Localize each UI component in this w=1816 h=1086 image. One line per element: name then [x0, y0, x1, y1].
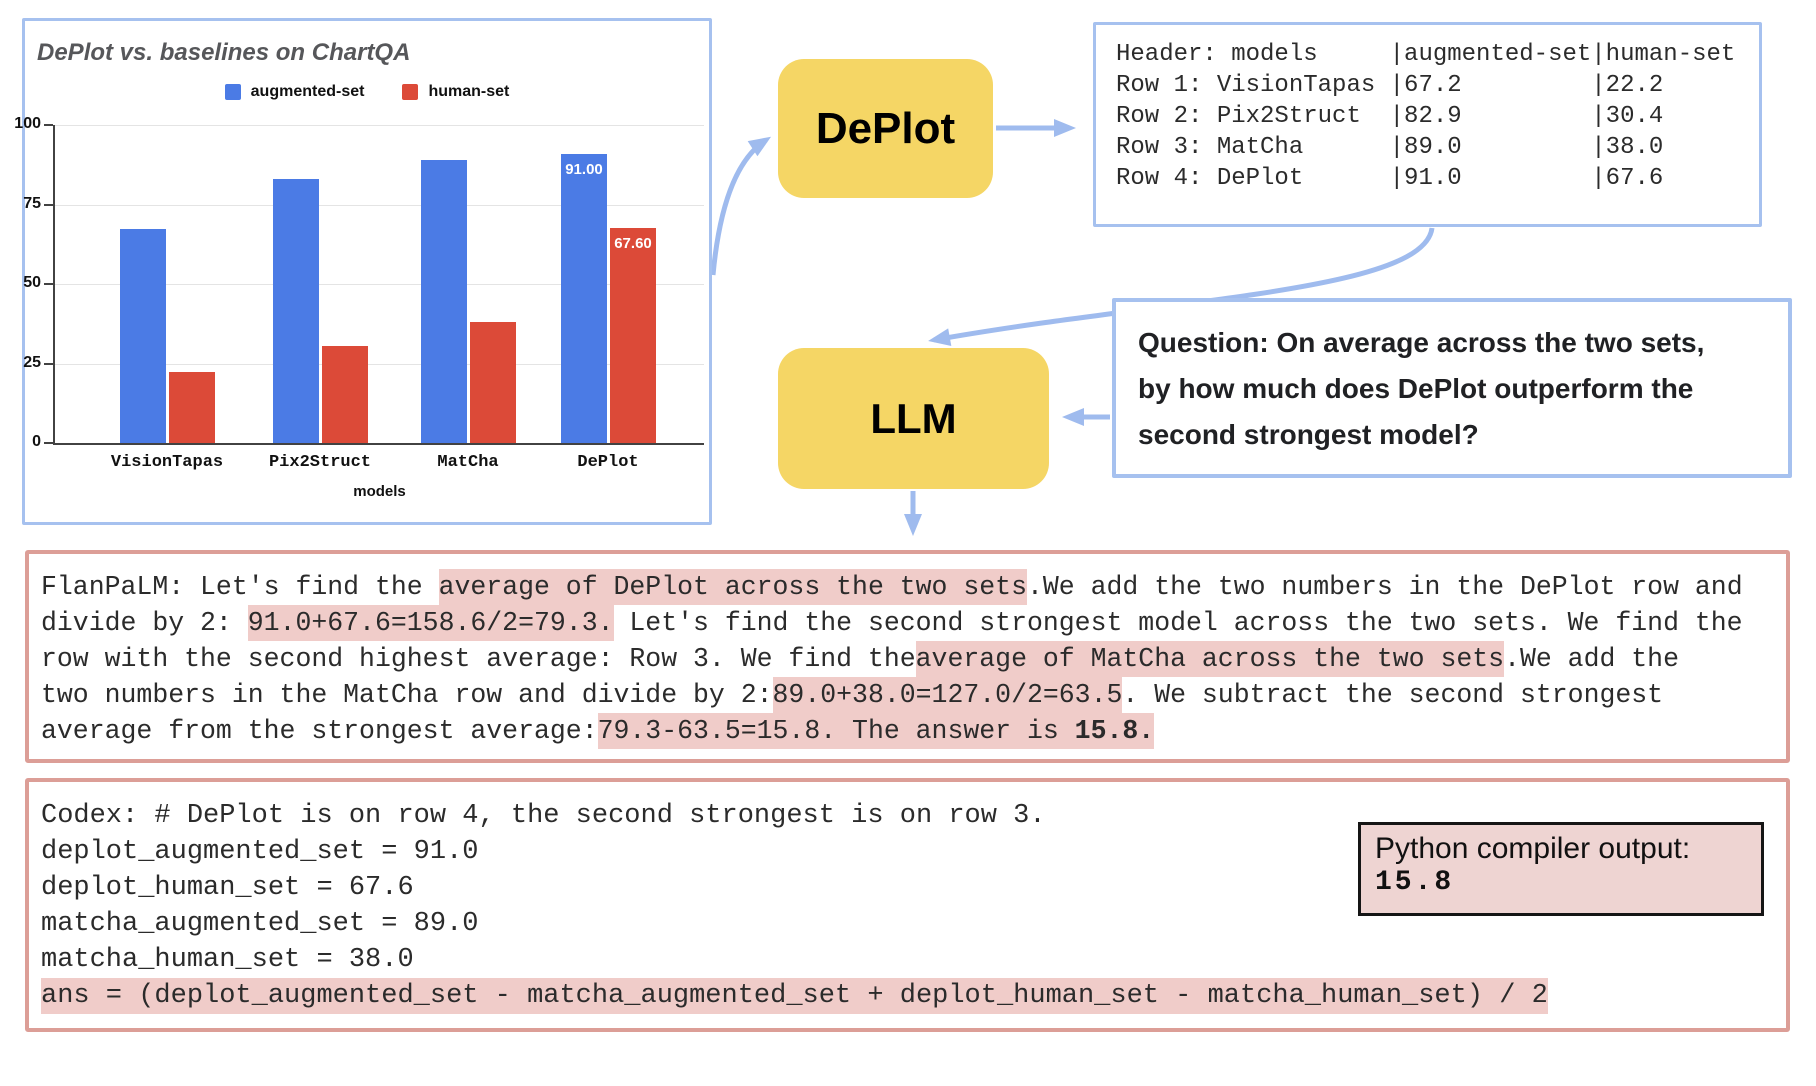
python-output-label: Python compiler output:	[1375, 832, 1691, 865]
text-span: .We add the	[1504, 644, 1679, 674]
text-span: deplot_human_set = 67.6	[41, 873, 414, 903]
bar: 67.60	[610, 228, 656, 443]
codex-line: deplot_human_set = 67.6	[41, 870, 1786, 906]
deplot-model-box: DePlot	[778, 59, 993, 198]
y-tick	[44, 362, 53, 365]
highlight-span: 91.0+67.6=158.6/2=79.3.	[247, 605, 614, 641]
codex-line: Codex: # DePlot is on row 4, the second …	[41, 798, 1786, 834]
grid-line	[55, 125, 704, 126]
text-span: row with the second highest average: Row…	[41, 644, 916, 674]
plot-area: models 0 25 50 75 100 91.00 67.60 VisionTapas Pi…	[14, 115, 704, 500]
highlight-span: ans = (deplot_augmented_set - matcha_aug…	[41, 978, 1548, 1014]
llm-model-box: LLM	[778, 348, 1049, 489]
y-tick-label: 100	[14, 115, 41, 132]
highlight-span: 89.0+38.0=127.0/2=63.5	[772, 677, 1123, 713]
legend-item: human-set	[402, 83, 509, 101]
python-output-box: Python compiler output: 15.8	[1358, 822, 1764, 916]
text-span: Let's find the second strongest model ac…	[613, 608, 1743, 638]
text-span: .We add the two numbers in the DePlot ro…	[1026, 572, 1743, 602]
text-span: deplot_augmented_set = 91.0	[41, 837, 479, 867]
deplot-model-label: DePlot	[815, 103, 956, 153]
category-label: VisionTapas	[110, 453, 224, 472]
text-span: two numbers in the MatCha row and divide…	[41, 680, 773, 710]
text-span: matcha_human_set = 38.0	[41, 945, 414, 975]
llm-model-label: LLM	[870, 394, 957, 442]
flanpalm-line: divide by 2: 91.0+67.6=158.6/2=79.3. Let…	[41, 605, 1786, 641]
legend-label: human-set	[428, 83, 510, 100]
highlight-span: 79.3-63.5=15.8. The answer is	[597, 713, 1075, 749]
text-span: average from the strongest average:	[41, 716, 598, 746]
text-span: FlanPaLM: Let's find the	[41, 572, 439, 602]
bar-value-label: 91.00	[565, 160, 603, 178]
chart-panel: DePlot vs. baselines on ChartQA augmente…	[14, 18, 712, 525]
table-line: Row 4: DePlot |91.0 |67.6	[1116, 165, 1664, 192]
y-tick	[44, 203, 53, 206]
x-axis-title: models	[353, 483, 406, 500]
category-label: DePlot	[577, 453, 639, 472]
category-label: MatCha	[437, 453, 499, 472]
question-line: Question: On average across the two sets…	[1138, 327, 1705, 358]
table-line: Row 1: VisionTapas |67.2 |22.2	[1116, 72, 1664, 99]
python-output-value: 15.8	[1375, 867, 1455, 898]
bar: 91.00	[561, 153, 607, 443]
y-tick-label: 75	[23, 194, 41, 212]
y-tick	[44, 124, 53, 126]
legend-item: augmented-set	[224, 83, 365, 101]
y-tick-label: 25	[23, 353, 41, 371]
y-tick	[44, 442, 53, 444]
bar	[169, 372, 215, 443]
y-axis-line	[53, 125, 55, 445]
arrow-chart-to-deplot	[710, 136, 772, 276]
flanpalm-line: row with the second highest average: Row…	[41, 641, 1786, 677]
text-span: divide by 2:	[41, 608, 248, 638]
flanpalm-line: average from the strongest average:79.3-…	[41, 713, 1786, 749]
codex-line: deplot_augmented_set = 91.0	[41, 834, 1786, 870]
chart-title: DePlot vs. baselines on ChartQA	[37, 39, 411, 66]
bar	[421, 159, 467, 443]
question-line: by how much does DePlot outperform the	[1138, 373, 1694, 404]
x-axis-line	[53, 443, 704, 445]
text-span: Codex: # DePlot is on row 4, the second …	[41, 801, 1046, 831]
table-panel: Header: models |augmented-set|human-set R…	[1093, 22, 1762, 227]
bar	[322, 346, 368, 443]
y-tick-label: 50	[23, 274, 41, 291]
category-label: Pix2Struct	[268, 453, 372, 472]
bar	[470, 322, 516, 443]
table-line: Row 2: Pix2Struct |82.9 |30.4	[1116, 103, 1664, 130]
bar-value-label: 67.60	[614, 235, 652, 253]
chart-legend: augmented-set human-set	[25, 83, 709, 101]
question-panel: Question: On average across the two sets…	[1112, 298, 1792, 478]
grid-line	[55, 284, 704, 285]
y-tick-label: 0	[32, 433, 41, 450]
codex-line: matcha_human_set = 38.0	[41, 942, 1786, 978]
y-tick	[44, 283, 53, 285]
legend-swatch	[224, 84, 241, 100]
text-span: . We subtract the second strongest	[1122, 680, 1664, 710]
codex-line: matcha_augmented_set = 89.0	[41, 906, 1786, 942]
bar	[120, 229, 166, 443]
highlight-span: 15.8.	[1074, 713, 1155, 749]
flanpalm-panel: FlanPaLM: Let's find the average of DePl…	[25, 550, 1790, 763]
grid-line	[55, 204, 704, 206]
flanpalm-line: FlanPaLM: Let's find the average of DePl…	[41, 569, 1786, 605]
table-line: Header: models |augmented-set|human-set	[1116, 41, 1736, 68]
highlight-span: average of MatCha across the two sets	[915, 641, 1505, 677]
grid-line	[55, 363, 704, 365]
flanpalm-line: two numbers in the MatCha row and divide…	[41, 677, 1786, 713]
bar	[273, 179, 319, 443]
text-span: matcha_augmented_set = 89.0	[41, 909, 479, 939]
codex-line: ans = (deplot_augmented_set - matcha_aug…	[41, 978, 1786, 1014]
highlight-span: average of DePlot across the two sets	[438, 569, 1027, 605]
legend-label: augmented-set	[250, 83, 365, 100]
table-line: Row 3: MatCha |89.0 |38.0	[1116, 134, 1664, 161]
legend-swatch	[402, 84, 419, 100]
question-line: second strongest model?	[1138, 419, 1479, 450]
